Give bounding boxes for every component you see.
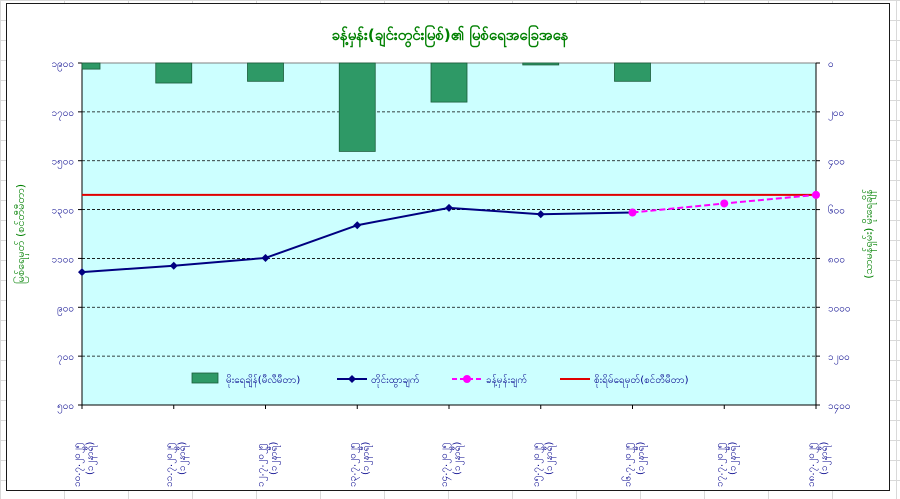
rainfall-bar <box>522 62 560 66</box>
left-tick-label: ၁၃၀၀ <box>52 206 75 219</box>
right-tick-label: ၈၀၀ <box>828 254 845 265</box>
x-tick-label: ၁၄.၇.၂၀၂၅ <box>439 443 452 487</box>
observed-point <box>78 268 86 277</box>
left-tick-label: ၇၀၀ <box>57 352 74 365</box>
x-tick-label-group: ၁၆.၇.၂၀၂၅ (၁၂နာရီ) <box>621 442 649 487</box>
right-tick-label: ၂၀၀ <box>828 108 844 121</box>
x-tick-label-time: (၁၂နာရီ) <box>725 442 740 475</box>
legend-label: တိုင်းထွာချက် <box>371 373 420 388</box>
x-tick-label-time: (၁၂နာရီ) <box>83 442 98 475</box>
right-tick-label: ၁၂၀၀ <box>828 352 850 365</box>
left-axis-title: မြစ်ရေမှတ် (စင်တီမီတာ) <box>13 184 29 284</box>
x-tick-label-time: (၁၂နာရီ) <box>542 442 557 475</box>
observed-point <box>353 221 362 230</box>
right-tick-label: ၁၀၀၀ <box>828 303 851 314</box>
right-tick-label: ၄၀၀ <box>828 157 845 170</box>
legend-label: ခန့်မှန်းချက် <box>486 373 527 388</box>
forecast-point <box>812 190 820 199</box>
left-tick-label: ၅၀၀ <box>57 401 74 414</box>
legend-label: မိုးရေချိန်(မီလီမီတာ) <box>226 373 300 388</box>
x-tick-label-time: (၁၂နာရီ) <box>634 442 649 475</box>
plot-area <box>81 62 817 406</box>
left-tick-label: ၁၁၀၀ <box>52 254 75 265</box>
legend-swatch-rainfall <box>191 372 219 384</box>
x-tick-label-group: ၁၃.၇.၂၀၂၅ (၁၂နာရီ) <box>347 442 373 487</box>
x-tick-label: ၁၆.၇.၂၀၂၅ <box>621 443 636 487</box>
rainfall-bar <box>614 62 651 82</box>
x-tick-label-group: ၁၈.၇.၂၀၂၅ (၁၂နာရီ) <box>806 442 832 487</box>
x-tick-label-time: (၁၂နာရီ) <box>358 442 373 475</box>
left-tick-label: ၉၀၀ <box>57 303 74 316</box>
right-tick-label: ၁၄၀၀ <box>828 401 851 414</box>
rainfall-bar <box>430 62 468 103</box>
right-axis-title: (သာမန်ရှမ်း) မိုးရေချိန် <box>862 189 877 279</box>
observed-point <box>445 203 453 212</box>
x-tick-label-time: (၁၂နာရီ) <box>175 442 190 475</box>
x-tick-label-time: (၁၂နာရီ) <box>267 442 282 475</box>
x-tick-label-time: (၁၂နာရီ) <box>817 442 832 475</box>
observed-point <box>261 253 270 262</box>
right-tick-label: ၆၀၀ <box>828 204 845 217</box>
legend-marker-forecast <box>463 375 471 383</box>
x-tick-label-time: (၁၂နာရီ) <box>450 442 465 475</box>
x-tick-label-group: ၁၀.၇.၂၀၂၅ (၁၂နာရီ) <box>72 442 98 487</box>
forecast-point <box>628 208 637 217</box>
rainfall-bar <box>81 62 101 70</box>
legend-marker-observed <box>348 375 356 383</box>
rainfall-bar <box>155 62 193 84</box>
rainfall-bar <box>338 62 376 152</box>
left-tick-label: ၁၇၀၀ <box>52 108 75 121</box>
legend-label: စိုးရိမ်ရေမှတ်(စင်တီမီတာ) <box>594 373 689 388</box>
forecast-point <box>720 199 729 208</box>
observed-point <box>536 210 545 219</box>
chart-title: ခန့်မှန်း(ချင်းတွင်းမြစ်)၏ မြစ်ရေအခြေအနေ <box>331 26 569 44</box>
x-tick-label: ၁၈.၇.၂၀၂၅ <box>806 443 819 487</box>
x-tick-label: ၁၀.၇.၂၀၂၅ <box>72 443 85 487</box>
x-tick-label-group: ၁၅.၇.၂၀၂၅ (၁၂နာရီ) <box>531 442 557 487</box>
x-tick-label-group: ၁၂.၇.၂၀၂၅ (၁၂နာရီ) <box>256 442 282 487</box>
left-tick-label: ၁၉၀၀ <box>52 59 75 72</box>
x-tick-label: ၁၇.၇.၂၀၂၅ <box>714 443 727 487</box>
x-tick-label-group: ၁၇.၇.၂၀၂၅ (၁၂နာရီ) <box>714 442 740 487</box>
x-tick-label: ၁၁.၇.၂၀၂၅ <box>164 443 177 487</box>
x-tick-label: ၁၅.၇.၂၀၂၅ <box>531 443 544 487</box>
x-tick-label: ၁၃.၇.၂၀၂၅ <box>347 443 360 487</box>
rainfall-bar <box>247 62 284 82</box>
x-tick-label-group: ၁၄.၇.၂၀၂၅ (၁၂နာရီ) <box>439 442 465 487</box>
x-tick-label: ၁၂.၇.၂၀၂၅ <box>256 443 269 487</box>
observed-point <box>169 261 178 270</box>
right-tick-label: ၀ <box>828 59 834 70</box>
left-tick-label: ၁၅၀၀ <box>52 157 75 170</box>
x-tick-label-group: ၁၁.၇.၂၀၂၅ (၁၂နာရီ) <box>164 442 190 487</box>
